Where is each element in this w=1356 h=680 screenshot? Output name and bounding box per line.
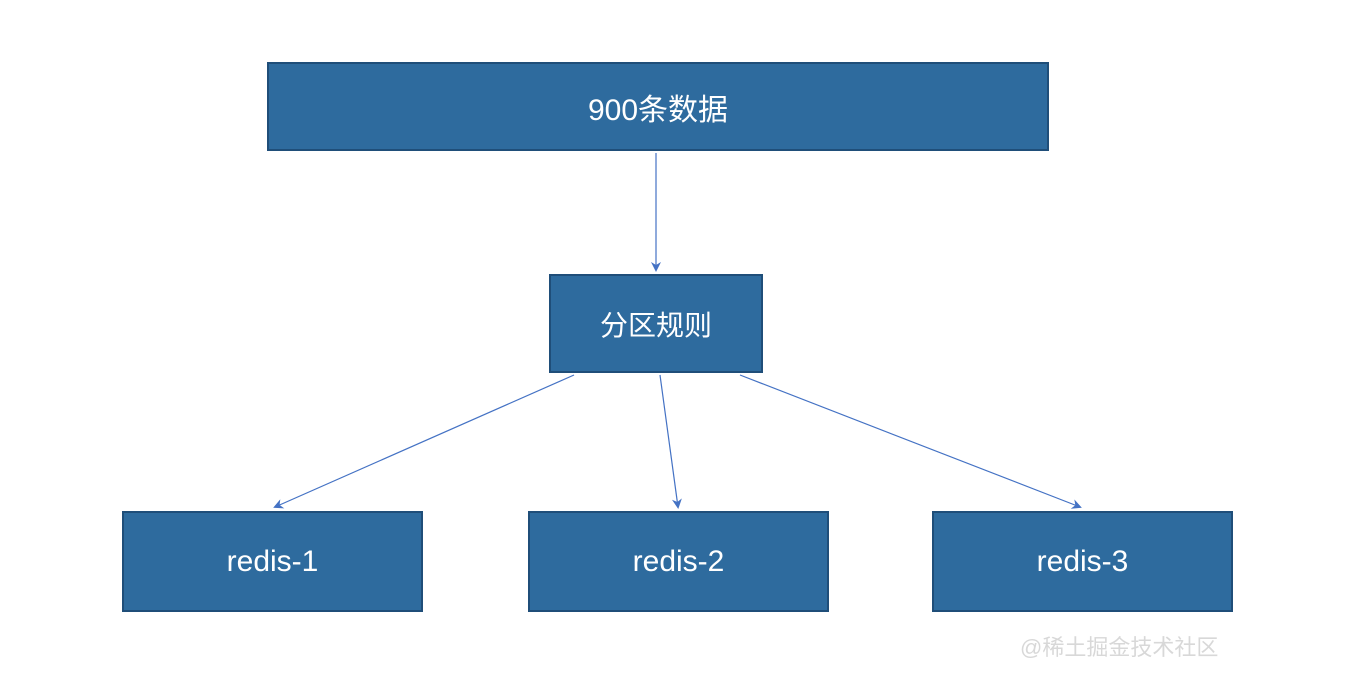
node-label: redis-3 [1037,545,1129,579]
node-redis-2: redis-2 [528,511,829,612]
node-label: 分区规则 [600,304,712,344]
node-redis-3: redis-3 [932,511,1233,612]
node-data-source: 900条数据 [267,62,1049,151]
edge-partition-rule-to-redis-2 [660,375,678,507]
node-label: redis-1 [227,545,319,579]
watermark-text: @稀土掘金技术社区 [1020,630,1218,662]
edge-partition-rule-to-redis-3 [740,375,1080,507]
node-label: redis-2 [633,545,725,579]
node-partition-rule: 分区规则 [549,274,763,373]
edge-partition-rule-to-redis-1 [275,375,574,507]
node-label: 900条数据 [588,85,728,129]
node-redis-1: redis-1 [122,511,423,612]
